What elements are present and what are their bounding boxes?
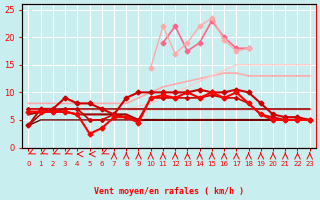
X-axis label: Vent moyen/en rafales ( km/h ): Vent moyen/en rafales ( km/h ): [94, 187, 244, 196]
